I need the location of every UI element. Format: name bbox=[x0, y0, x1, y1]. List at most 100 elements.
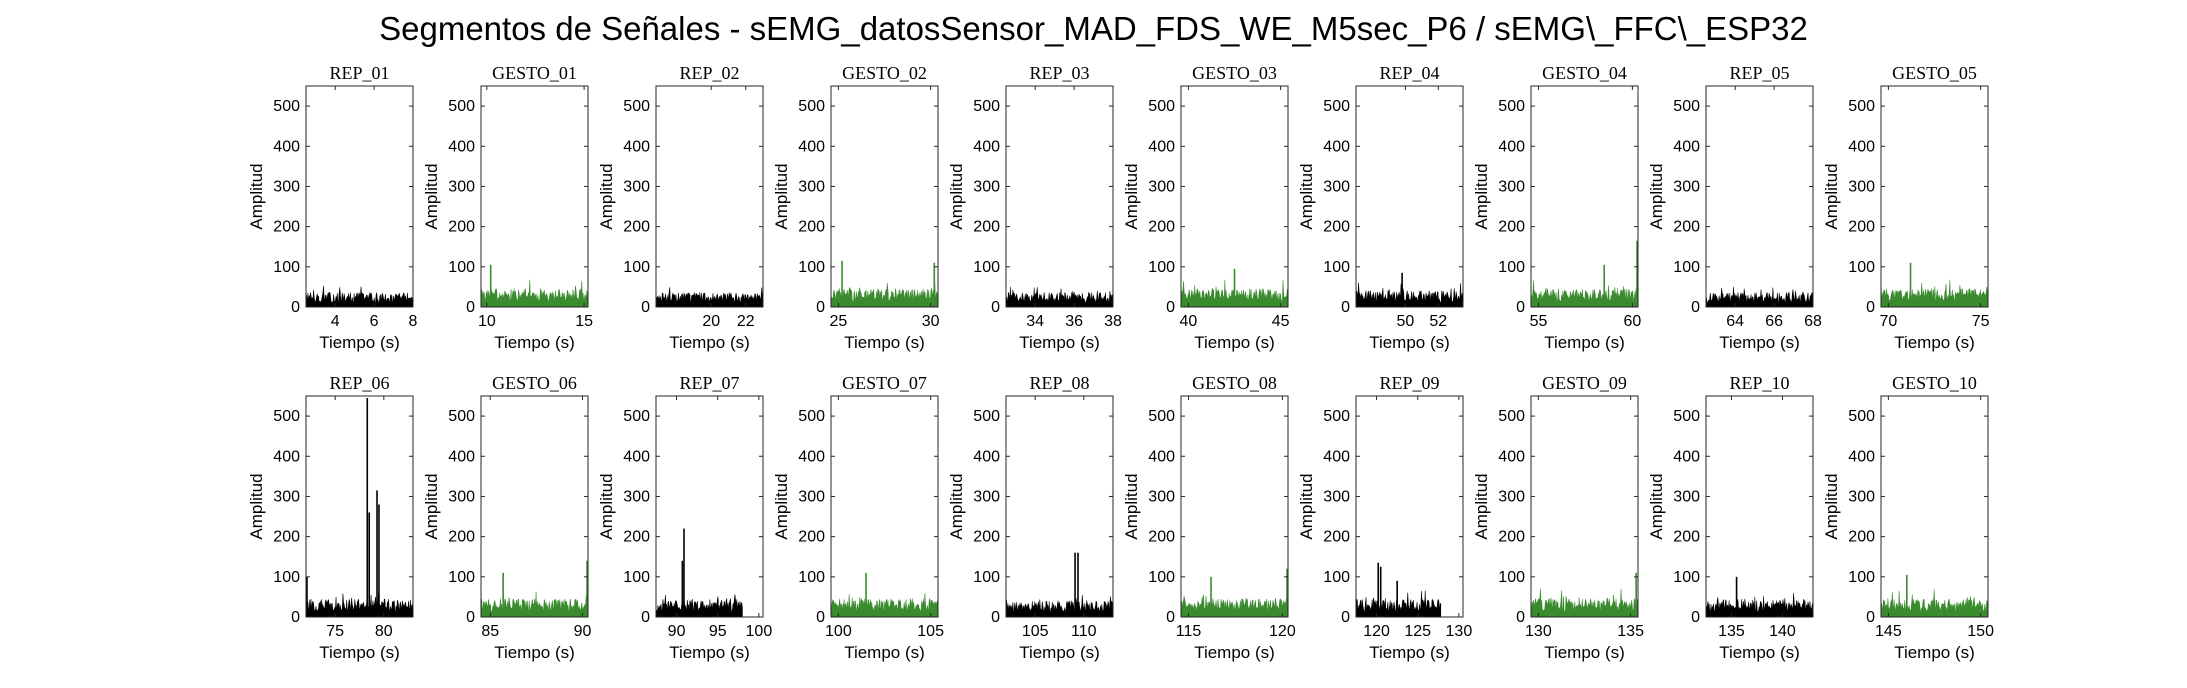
x-tick-label: 30 bbox=[922, 313, 940, 330]
y-axis-label: Amplitud bbox=[247, 163, 266, 229]
x-tick-label: 25 bbox=[829, 313, 847, 330]
subplot-7: 0 100 200 300 400 500 50 52 REP_04 Tiempo (s) Ampl… bbox=[1297, 63, 1464, 352]
x-tick-label: 64 bbox=[1726, 313, 1744, 330]
subplot-title: REP_10 bbox=[1729, 373, 1789, 393]
y-tick-label: 0 bbox=[1691, 299, 1700, 316]
y-tick-label: 300 bbox=[1323, 488, 1350, 505]
x-tick-label: 75 bbox=[1972, 313, 1990, 330]
axes-box bbox=[480, 395, 589, 618]
y-tick-label: 200 bbox=[1323, 529, 1350, 546]
y-tick-label: 500 bbox=[448, 408, 475, 425]
subplot-title: REP_05 bbox=[1729, 63, 1789, 83]
y-tick-label: 400 bbox=[1673, 448, 1700, 465]
x-tick-label: 105 bbox=[917, 623, 944, 640]
subplot-17: 0 100 200 300 400 500 120 125 130 REP_09 Tiempo (s… bbox=[1297, 373, 1472, 662]
x-axis-label: Tiempo (s) bbox=[1019, 643, 1100, 662]
signal-trace bbox=[655, 287, 764, 308]
x-axis-label: Tiempo (s) bbox=[844, 333, 925, 352]
subplot-title: REP_03 bbox=[1029, 63, 1089, 83]
y-tick-label: 400 bbox=[1323, 448, 1350, 465]
y-tick-label: 500 bbox=[798, 98, 825, 115]
subplot-title: REP_02 bbox=[679, 63, 739, 83]
axes-frame bbox=[1880, 85, 1989, 308]
axes-box bbox=[1880, 85, 1989, 308]
axes-frame bbox=[830, 85, 939, 308]
subplot-18: 0 100 200 300 400 500 130 135 GESTO_09 Tiempo (s)… bbox=[1472, 373, 1644, 662]
x-tick-label: 135 bbox=[1617, 623, 1644, 640]
y-tick-label: 400 bbox=[1148, 138, 1175, 155]
signal-trace bbox=[305, 285, 414, 308]
x-axis-label: Tiempo (s) bbox=[319, 643, 400, 662]
axes-box bbox=[655, 395, 764, 618]
x-axis-label: Tiempo (s) bbox=[494, 333, 575, 352]
axes-frame bbox=[655, 85, 764, 308]
y-tick-label: 100 bbox=[448, 569, 475, 586]
signal-trace bbox=[1355, 282, 1464, 308]
signal-trace bbox=[1705, 286, 1814, 308]
x-tick-label: 20 bbox=[702, 313, 720, 330]
axes-box bbox=[305, 395, 414, 618]
y-tick-label: 500 bbox=[1848, 98, 1875, 115]
x-tick-label: 52 bbox=[1429, 313, 1447, 330]
axes-frame bbox=[1880, 395, 1989, 618]
y-tick-label: 400 bbox=[973, 448, 1000, 465]
x-tick-label: 8 bbox=[409, 313, 418, 330]
signal-trace bbox=[1530, 280, 1639, 308]
y-tick-label: 500 bbox=[1673, 98, 1700, 115]
y-tick-label: 200 bbox=[1673, 529, 1700, 546]
x-axis-label: Tiempo (s) bbox=[1894, 643, 1975, 662]
y-tick-label: 400 bbox=[273, 138, 300, 155]
y-tick-label: 500 bbox=[273, 408, 300, 425]
y-tick-label: 100 bbox=[1848, 569, 1875, 586]
y-tick-label: 0 bbox=[1691, 609, 1700, 626]
y-tick-label: 0 bbox=[466, 609, 475, 626]
x-tick-label: 135 bbox=[1718, 623, 1745, 640]
signal-trace bbox=[1005, 594, 1114, 618]
x-tick-label: 100 bbox=[746, 623, 773, 640]
y-tick-label: 500 bbox=[623, 98, 650, 115]
y-tick-label: 500 bbox=[1323, 98, 1350, 115]
axes-frame bbox=[305, 395, 414, 618]
y-axis-label: Amplitud bbox=[1822, 163, 1841, 229]
signal-trace bbox=[655, 594, 743, 618]
axes-box bbox=[830, 395, 939, 618]
x-tick-label: 22 bbox=[737, 313, 755, 330]
y-tick-label: 400 bbox=[1148, 448, 1175, 465]
subplot-6: 0 100 200 300 400 500 40 45 GESTO_03 Tiempo (s) Am… bbox=[1122, 63, 1290, 352]
y-tick-label: 200 bbox=[623, 529, 650, 546]
y-tick-label: 400 bbox=[1673, 138, 1700, 155]
y-tick-label: 500 bbox=[623, 408, 650, 425]
y-tick-label: 100 bbox=[1498, 569, 1525, 586]
axes-frame bbox=[1705, 395, 1814, 618]
subplot-15: 0 100 200 300 400 500 105 110 REP_08 Tiempo (s) Am… bbox=[947, 373, 1114, 662]
y-tick-label: 400 bbox=[1498, 448, 1525, 465]
axes-frame bbox=[480, 395, 589, 618]
subplot-title: REP_09 bbox=[1379, 373, 1439, 393]
y-tick-label: 300 bbox=[1323, 178, 1350, 195]
subplot-16: 0 100 200 300 400 500 115 120 GESTO_08 Tiempo (s)… bbox=[1122, 373, 1296, 662]
x-axis-label: Tiempo (s) bbox=[1194, 643, 1275, 662]
signal-trace bbox=[1355, 590, 1442, 618]
axes-frame bbox=[1180, 395, 1289, 618]
x-axis-label: Tiempo (s) bbox=[669, 333, 750, 352]
axes-box bbox=[1355, 85, 1464, 308]
y-tick-label: 500 bbox=[1848, 408, 1875, 425]
subplot-12: 0 100 200 300 400 500 85 90 GESTO_06 Tiempo (s) Am… bbox=[422, 373, 591, 662]
axes-frame bbox=[1355, 395, 1464, 618]
subplot-10: 0 100 200 300 400 500 70 75 GESTO_05 Tiempo (s) Am… bbox=[1822, 63, 1990, 352]
axes-frame bbox=[480, 85, 589, 308]
x-tick-label: 100 bbox=[825, 623, 852, 640]
y-tick-label: 400 bbox=[623, 138, 650, 155]
y-axis-label: Amplitud bbox=[1822, 473, 1841, 539]
x-tick-label: 125 bbox=[1404, 623, 1431, 640]
y-tick-label: 200 bbox=[448, 219, 475, 236]
subplot-title: REP_08 bbox=[1029, 373, 1089, 393]
y-tick-label: 100 bbox=[973, 259, 1000, 276]
signal-trace bbox=[1705, 592, 1814, 618]
x-axis-label: Tiempo (s) bbox=[1369, 643, 1450, 662]
axes-box bbox=[1005, 395, 1114, 618]
subplot-title: GESTO_04 bbox=[1542, 63, 1627, 83]
axes-frame bbox=[1005, 85, 1114, 308]
y-tick-label: 400 bbox=[448, 138, 475, 155]
